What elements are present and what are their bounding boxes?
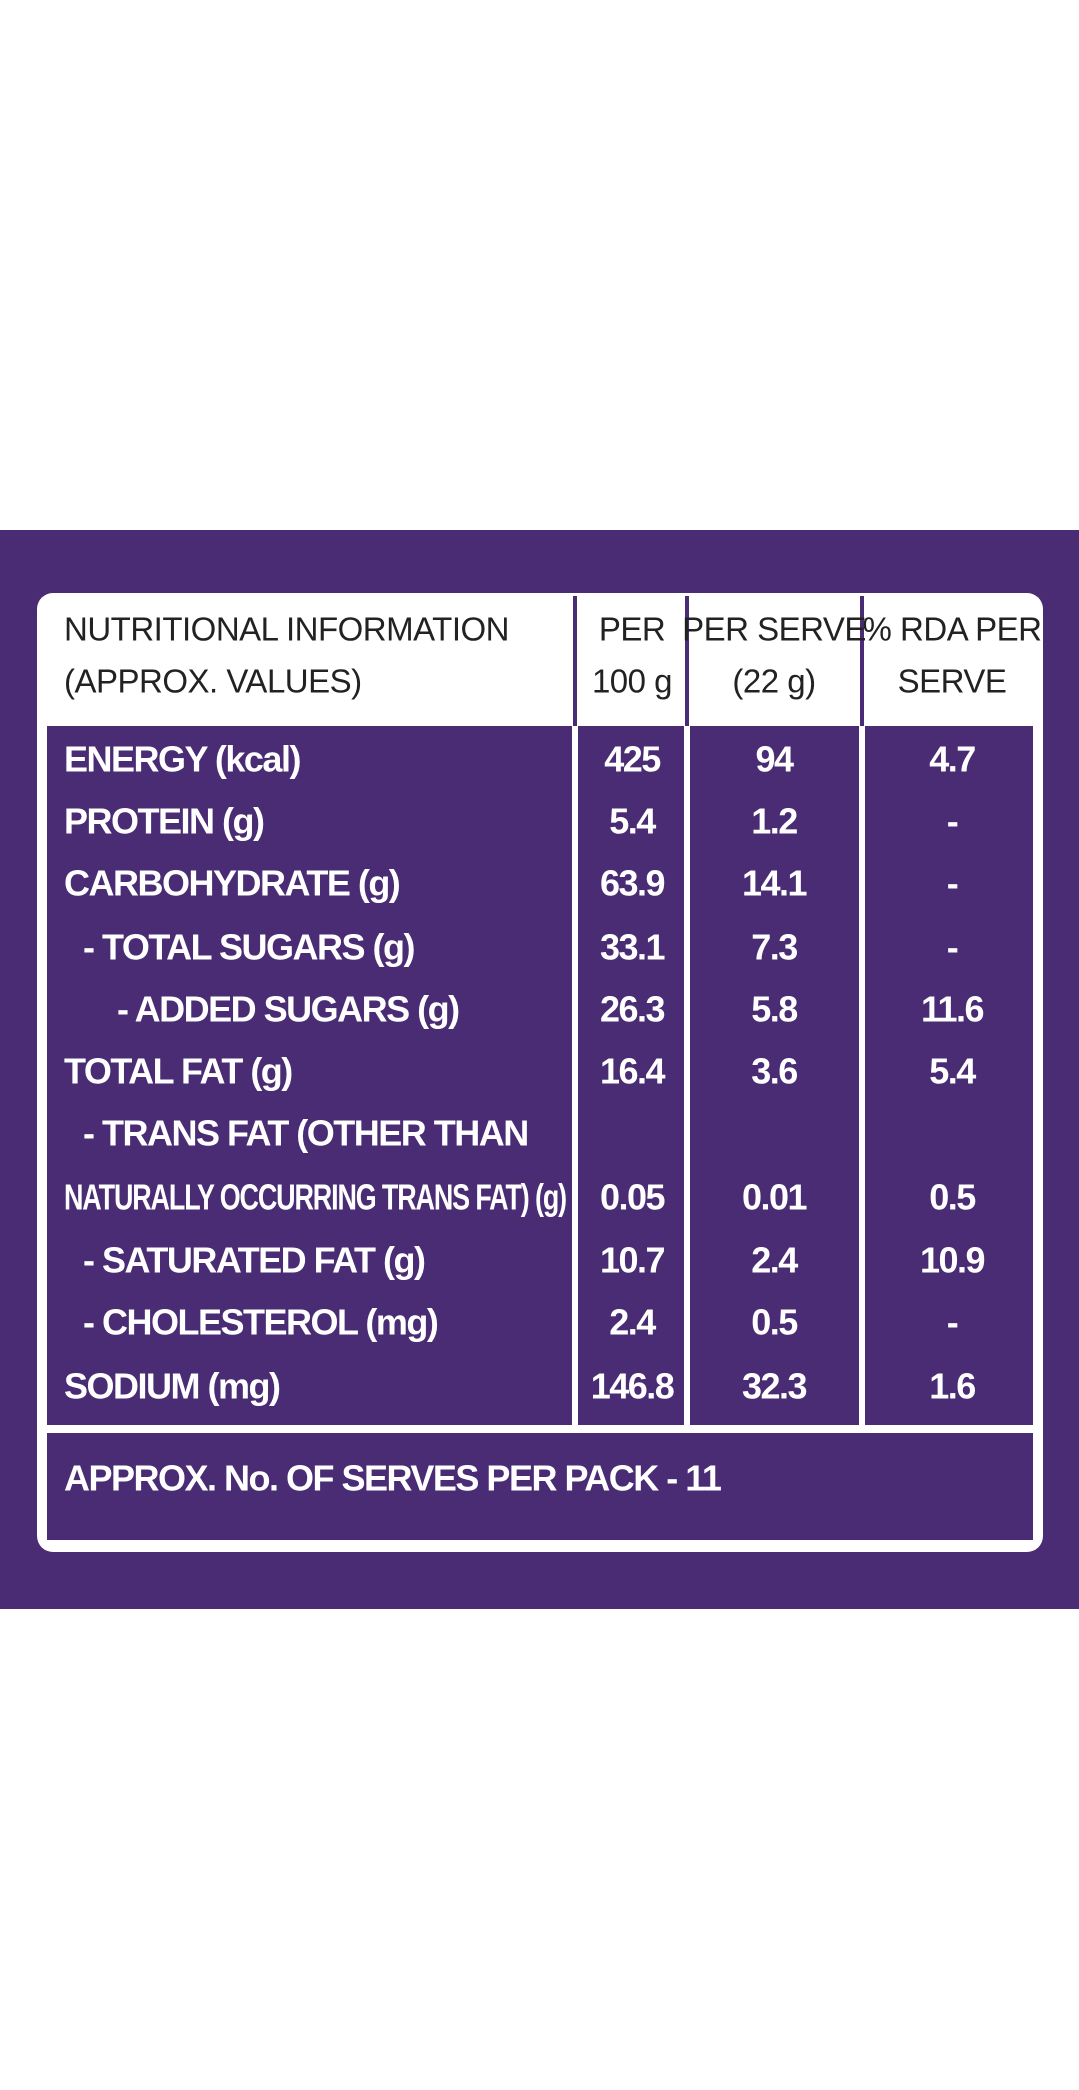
cell-value: 7.3 — [751, 927, 797, 968]
column-header: PER SERVE — [682, 611, 866, 648]
cell-value: 5.4 — [929, 1051, 976, 1092]
cell-value: 63.9 — [600, 863, 665, 904]
divider — [573, 596, 577, 726]
row-label: ENERGY (kcal) — [64, 739, 300, 780]
cell-value: - — [947, 927, 958, 968]
cell — [578, 726, 684, 1425]
row-label: PROTEIN (g) — [64, 801, 264, 842]
cell-value: 2.4 — [751, 1240, 798, 1281]
cell-value: 146.8 — [591, 1366, 674, 1407]
cell-value: 425 — [604, 739, 661, 780]
cell-value: 5.8 — [751, 989, 797, 1030]
header-title: NUTRITIONAL INFORMATION — [64, 611, 509, 648]
column-header: % RDA PER — [863, 611, 1042, 648]
cell-value: 2.4 — [609, 1302, 656, 1343]
cell-value: 0.05 — [600, 1177, 666, 1218]
row-label: - SATURATED FAT (g) — [83, 1240, 425, 1281]
cell-value: 0.5 — [751, 1302, 798, 1343]
row-label: NATURALLY OCCURRING TRANS FAT) (g) — [64, 1177, 566, 1218]
divider — [685, 596, 689, 726]
cell-value: - — [947, 863, 958, 904]
cell-value: 10.7 — [600, 1240, 665, 1281]
row-label: CARBOHYDRATE (g) — [64, 863, 400, 904]
row-label: - TOTAL SUGARS (g) — [83, 927, 414, 968]
cell-value: 33.1 — [600, 927, 666, 968]
cell-value: - — [947, 1302, 958, 1343]
row-label: SODIUM (mg) — [64, 1366, 280, 1407]
cell-value: 32.3 — [742, 1366, 807, 1407]
cell — [47, 726, 572, 1425]
row-label: - CHOLESTEROL (mg) — [83, 1302, 438, 1343]
cell-value: - — [947, 801, 958, 842]
cell-value: 26.3 — [600, 989, 665, 1030]
cell — [865, 726, 1033, 1425]
cell-value: 0.5 — [929, 1177, 976, 1218]
cell-value: 16.4 — [600, 1051, 666, 1092]
cell-value: 10.9 — [920, 1240, 985, 1281]
cell-value: 94 — [755, 739, 794, 780]
cell-value: 14.1 — [742, 863, 808, 904]
cell-value: 3.6 — [751, 1051, 797, 1092]
footer-text: APPROX. No. OF SERVES PER PACK - 11 — [64, 1458, 722, 1499]
column-header: (22 g) — [732, 663, 815, 700]
row-label: TOTAL FAT (g) — [64, 1051, 292, 1092]
row-label: - TRANS FAT (OTHER THAN — [83, 1113, 528, 1154]
cell-value: 1.2 — [751, 801, 797, 842]
cell-value: 1.6 — [929, 1366, 975, 1407]
cell — [690, 726, 859, 1425]
row-label: - ADDED SUGARS (g) — [117, 989, 459, 1030]
column-header: PER — [599, 611, 665, 648]
divider — [860, 596, 864, 726]
cell-value: 11.6 — [921, 989, 984, 1030]
column-header: SERVE — [898, 663, 1007, 700]
cell-value: 4.7 — [929, 739, 975, 780]
cell-value: 5.4 — [609, 801, 656, 842]
header-title: (APPROX. VALUES) — [64, 663, 362, 700]
footer-cell — [47, 1433, 1033, 1540]
column-header: 100 g — [592, 663, 672, 700]
cell-value: 0.01 — [742, 1177, 808, 1218]
